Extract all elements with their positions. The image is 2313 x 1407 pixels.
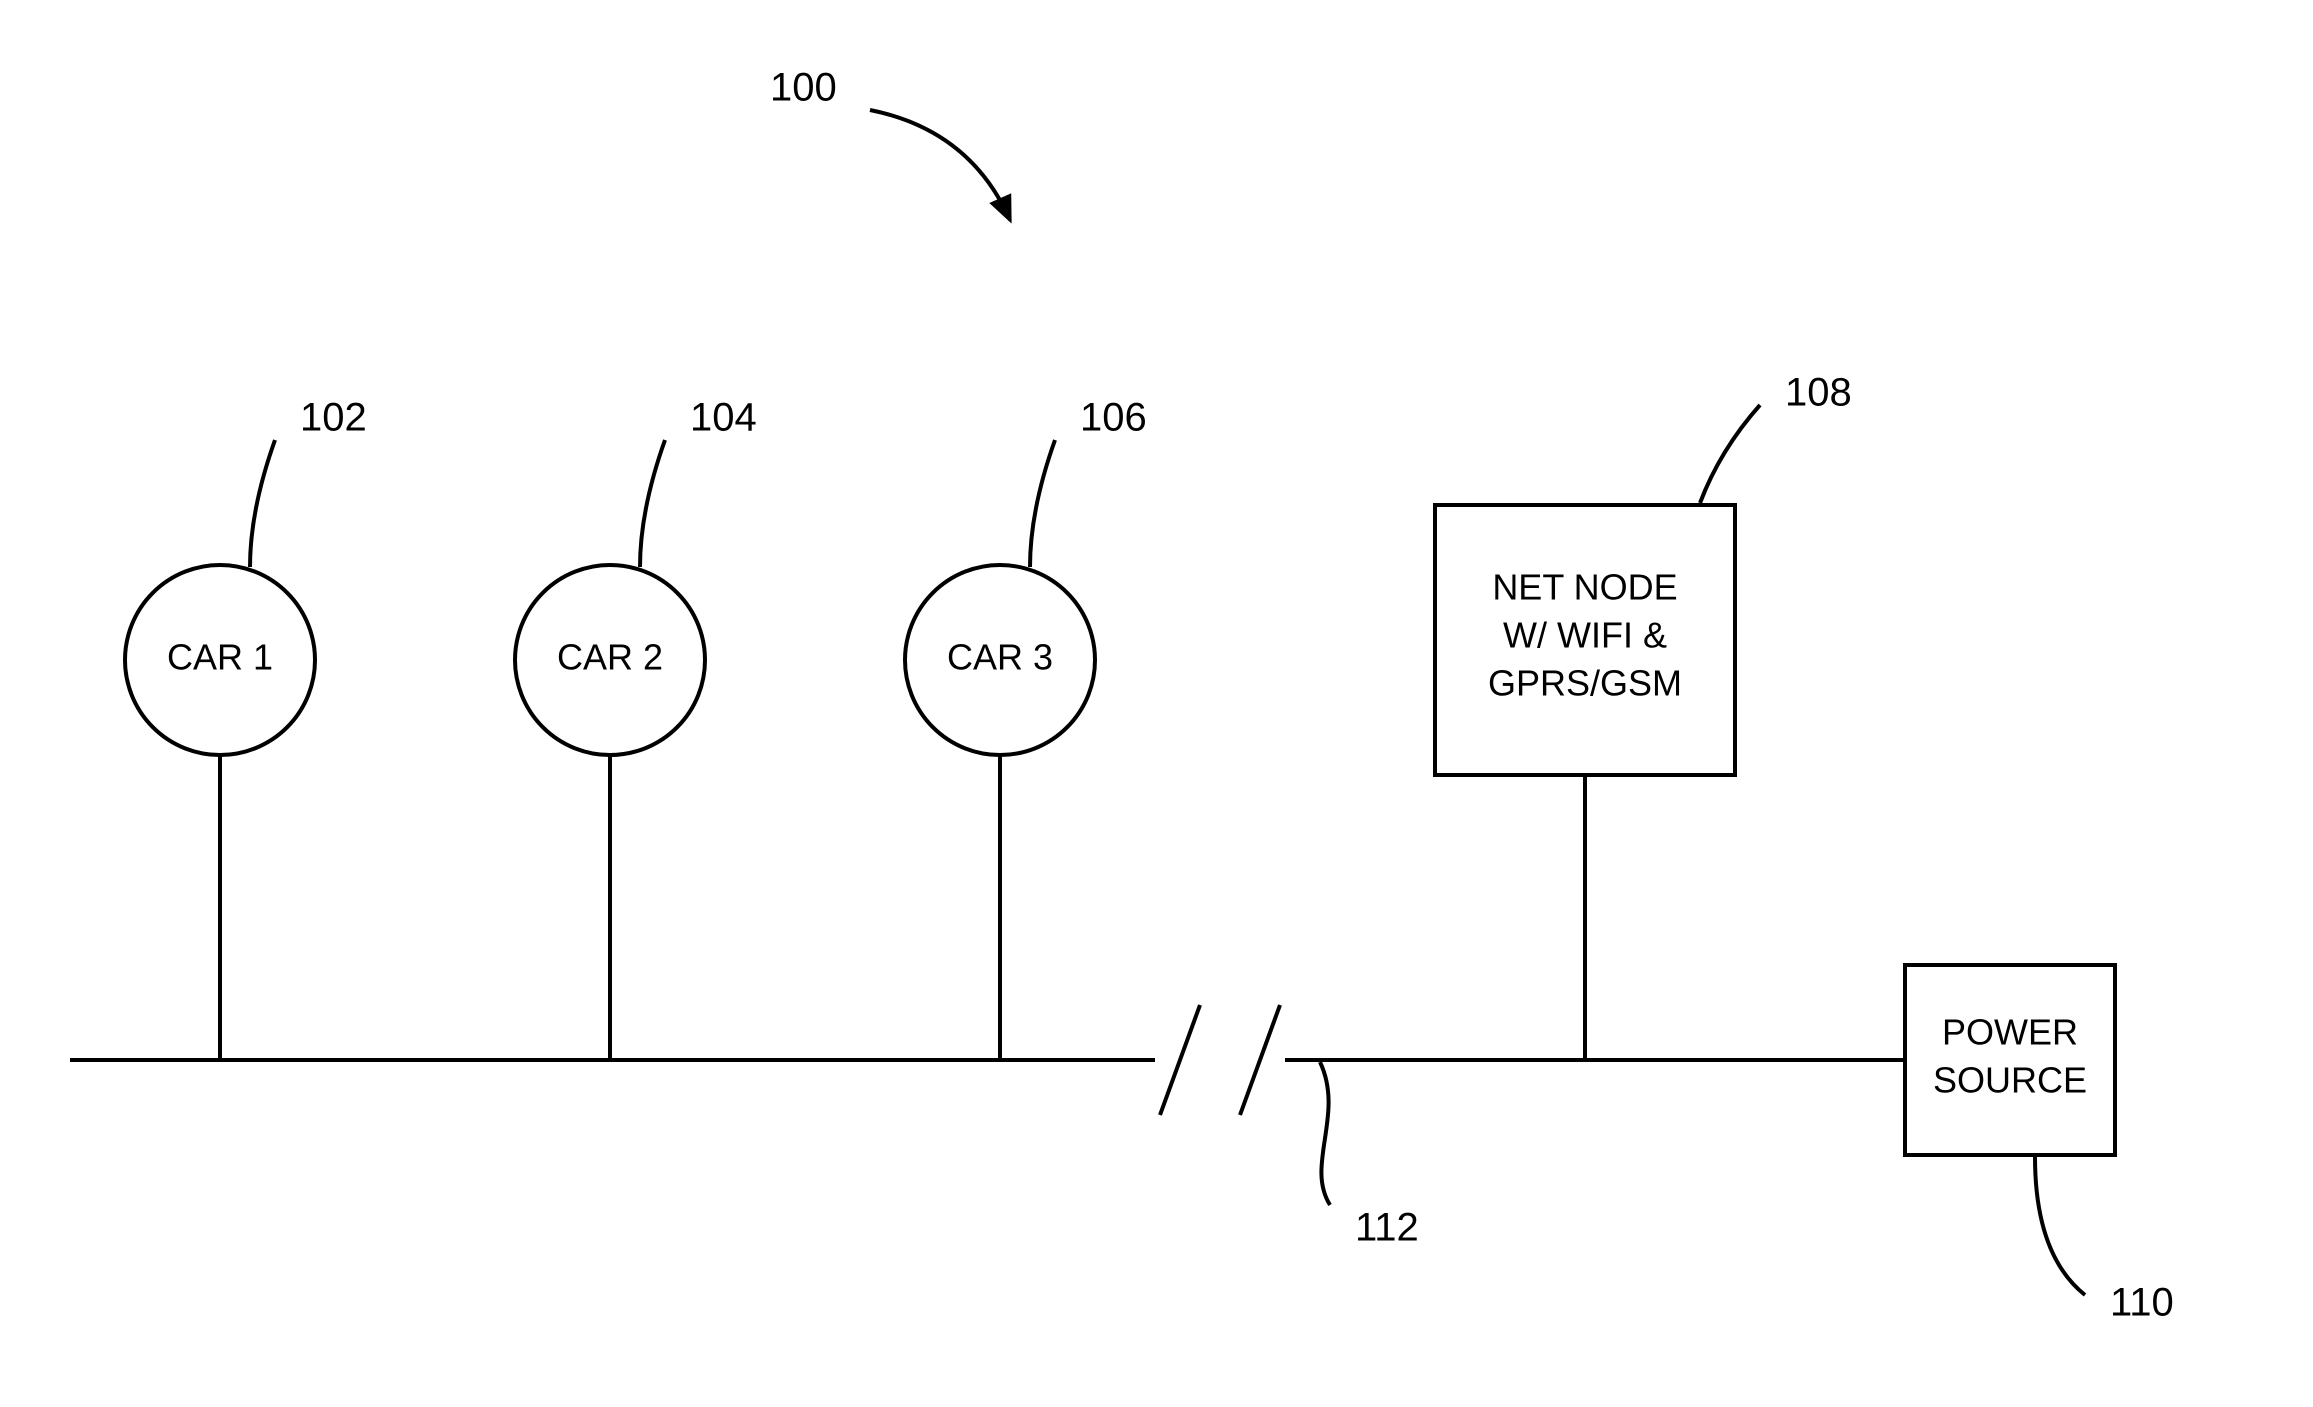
power-source-label-line-0: POWER [1942, 1012, 2078, 1053]
netnode-ref-lead [1700, 405, 1760, 503]
car3-ref-lead [1030, 440, 1055, 567]
car3-ref-label: 106 [1080, 396, 1147, 440]
figure-ref-label: 100 [770, 66, 837, 110]
power-source-ref-label: 110 [2110, 1281, 2174, 1325]
power-source-ref-lead [2035, 1157, 2085, 1295]
power-line-break-slash-1 [1160, 1005, 1200, 1115]
power-line-ref-lead [1320, 1062, 1330, 1205]
power-source-label-line-1: SOURCE [1933, 1060, 2087, 1101]
car2-ref-lead [640, 440, 665, 567]
power-line-ref-label: 112 [1355, 1206, 1419, 1250]
car2-label: CAR 2 [557, 637, 663, 678]
car1-ref-lead [250, 440, 275, 567]
car3-label: CAR 3 [947, 637, 1053, 678]
figure-ref-arrow [870, 110, 1010, 220]
netnode-label-line-1: W/ WIFI & [1503, 615, 1667, 656]
netnode-label-line-0: NET NODE [1492, 567, 1677, 608]
netnode-ref-label: 108 [1785, 371, 1852, 415]
car1-label: CAR 1 [167, 637, 273, 678]
car1-ref-label: 102 [300, 396, 367, 440]
car2-ref-label: 104 [690, 396, 757, 440]
power-line-break-slash-2 [1240, 1005, 1280, 1115]
netnode-label-line-2: GPRS/GSM [1488, 663, 1682, 704]
